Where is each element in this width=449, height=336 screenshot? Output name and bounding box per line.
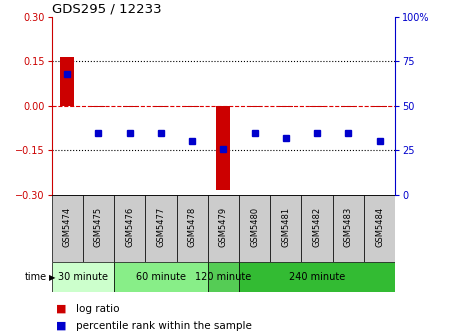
Text: GSM5474: GSM5474 (63, 207, 72, 247)
Text: time: time (25, 272, 47, 282)
Text: 30 minute: 30 minute (58, 272, 108, 282)
Text: GSM5479: GSM5479 (219, 207, 228, 247)
Bar (83, 195, 114, 262)
Bar (154, 106, 168, 107)
Text: GSM5481: GSM5481 (282, 207, 291, 247)
Text: 60 minute: 60 minute (136, 272, 186, 282)
Bar (92, 106, 106, 107)
Bar (247, 106, 262, 107)
Bar (123, 106, 137, 107)
Bar (279, 106, 293, 107)
Bar (145, 195, 176, 262)
Bar (52, 195, 83, 262)
Text: ■: ■ (56, 321, 66, 331)
Bar (333, 195, 364, 262)
Bar (373, 106, 387, 107)
Bar (301, 195, 333, 262)
Bar (341, 106, 355, 107)
Bar (364, 195, 395, 262)
Bar (239, 195, 270, 262)
Bar (114, 262, 208, 292)
Text: GSM5475: GSM5475 (94, 207, 103, 247)
Text: 240 minute: 240 minute (289, 272, 345, 282)
Text: ▶: ▶ (49, 273, 56, 282)
Text: log ratio: log ratio (76, 304, 120, 314)
Text: percentile rank within the sample: percentile rank within the sample (76, 321, 252, 331)
Bar (310, 106, 324, 107)
Text: GSM5484: GSM5484 (375, 207, 384, 247)
Text: GSM5480: GSM5480 (250, 207, 259, 247)
Bar (208, 262, 239, 292)
Bar (114, 195, 145, 262)
Text: 120 minute: 120 minute (195, 272, 251, 282)
Bar (216, 106, 230, 191)
Text: GSM5482: GSM5482 (313, 207, 321, 247)
Text: ■: ■ (56, 304, 66, 314)
Bar (239, 262, 395, 292)
Text: GDS295 / 12233: GDS295 / 12233 (52, 3, 161, 16)
Bar (176, 195, 208, 262)
Text: GSM5476: GSM5476 (125, 207, 134, 247)
Bar (270, 195, 301, 262)
Bar (52, 262, 114, 292)
Bar (185, 106, 199, 107)
Text: GSM5477: GSM5477 (156, 207, 165, 247)
Text: GSM5483: GSM5483 (344, 207, 353, 247)
Bar (60, 57, 74, 106)
Bar (208, 195, 239, 262)
Text: GSM5478: GSM5478 (188, 207, 197, 247)
